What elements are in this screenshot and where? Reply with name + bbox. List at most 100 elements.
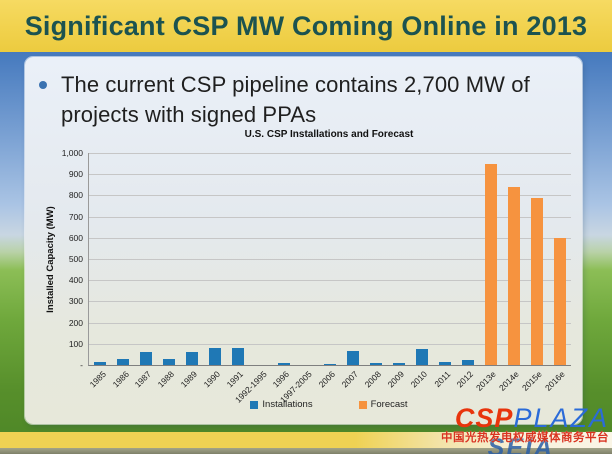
content-panel: The current CSP pipeline contains 2,700 … <box>25 57 582 424</box>
y-tick-label: 1,000 <box>61 148 83 158</box>
seia-logo: SEIA <box>487 434 554 454</box>
x-tick-label: 2010 <box>408 369 429 390</box>
plaza-logo-text: PLAZA <box>513 402 609 433</box>
category-slot-1986: 1986 <box>110 153 135 389</box>
category-slot-1992-1995: 1992-1995 <box>232 153 273 405</box>
x-tick-label: 2016e <box>542 369 567 393</box>
gridline <box>89 323 571 324</box>
bar-forecast-2014e <box>507 187 520 365</box>
legend-label-installations: Installations <box>262 399 313 410</box>
bar-forecast-2013e <box>484 164 497 365</box>
y-tick-label: 300 <box>68 296 83 306</box>
bar-installations-2007 <box>346 351 359 365</box>
bar-installations-1986 <box>117 359 130 365</box>
x-tick-label: 2015e <box>519 369 544 393</box>
bullet-row: The current CSP pipeline contains 2,700 … <box>35 70 565 130</box>
y-tick-label: 100 <box>68 339 83 349</box>
category-slot-1991: 1991 <box>225 153 250 389</box>
bar-installations-1991 <box>232 348 245 365</box>
y-tick-label: 400 <box>68 275 83 285</box>
y-tick-label: 200 <box>68 318 83 328</box>
slide-title: Significant CSP MW Coming Online in 2013 <box>24 10 588 41</box>
category-slot-1987: 1987 <box>133 153 158 389</box>
forecast-swatch-icon <box>358 400 367 409</box>
x-tick-label: 1985 <box>87 369 108 390</box>
x-tick-label: 2007 <box>339 369 361 390</box>
bar-installations-1996 <box>278 363 291 365</box>
bar-installations-2008 <box>369 363 382 365</box>
x-tick-label: 2006 <box>316 369 338 390</box>
y-tick-label: 900 <box>68 169 83 179</box>
category-slot-2010: 2010 <box>408 153 433 389</box>
gridline <box>89 153 571 154</box>
bullet-text: The current CSP pipeline contains 2,700 … <box>61 72 530 127</box>
watermark-tagline: 中国光热发电权威媒体商务平台 <box>441 431 609 444</box>
y-tick-label: 500 <box>68 254 83 264</box>
slide-title-bar: Significant CSP MW Coming Online in 2013 <box>0 0 612 52</box>
y-tick-label: - <box>80 360 83 370</box>
x-tick-label: 2013e <box>473 369 498 393</box>
bar-installations-1990 <box>209 348 222 365</box>
x-tick-label: 1991 <box>224 369 246 390</box>
category-slot-1996: 1996 <box>271 153 296 389</box>
chart-title: U.S. CSP Installations and Forecast <box>244 129 414 140</box>
bar-installations-1988 <box>163 359 176 365</box>
category-slot-2012: 2012 <box>454 153 479 389</box>
gridline <box>89 259 571 260</box>
gridline <box>89 174 571 175</box>
category-slot-1989: 1989 <box>179 153 204 389</box>
y-tick-label: 800 <box>68 190 83 200</box>
x-tick-label: 2011 <box>431 369 452 389</box>
category-slot-2008: 2008 <box>363 153 387 389</box>
category-slot-1988: 1988 <box>156 153 181 389</box>
legend-item-forecast: Forecast <box>358 399 408 410</box>
x-tick-label: 1986 <box>110 369 131 390</box>
bar-installations-2011 <box>438 362 451 365</box>
bar-installations-1987 <box>140 352 153 365</box>
category-slot-2007: 2007 <box>340 153 364 389</box>
x-tick-label: 2014e <box>496 369 521 393</box>
category-slot-2015e: 2015e <box>520 153 548 393</box>
x-tick-label: 1987 <box>133 369 154 390</box>
bar-installations-2006 <box>324 364 336 365</box>
bar-installations-1985 <box>94 362 107 365</box>
category-slot-2009: 2009 <box>385 153 410 389</box>
cspplaza-watermark: CSPPLAZA 中国光热发电权威媒体商务平台 <box>441 402 609 445</box>
legend-item-installations: Installations <box>250 399 313 410</box>
plot-area: 1,000 900 800 700 600 500 400 300 200 100-1985 198… <box>62 148 571 405</box>
category-slot-2006: 2006 <box>317 153 342 389</box>
x-tick-label: 1989 <box>178 369 200 390</box>
legend-label-forecast: Forecast <box>370 399 408 410</box>
category-slot-1990: 1990 <box>202 153 227 389</box>
gridline <box>89 344 571 345</box>
gridline <box>89 301 571 302</box>
x-tick-label: 2008 <box>362 369 383 390</box>
bar-installations-2010 <box>415 349 428 365</box>
csp-logo-text: CSP <box>454 402 514 433</box>
bar-installations-1989 <box>186 352 199 365</box>
bottom-yellow-strip <box>0 432 612 448</box>
chart-legend: Installations Forecast <box>88 399 570 410</box>
category-slot-1985: 1985 <box>87 153 112 389</box>
bullet-icon <box>39 81 47 89</box>
bar-installations-2009 <box>392 363 405 365</box>
x-tick-label: 2009 <box>385 369 406 390</box>
bar-forecast-2016e <box>553 238 566 365</box>
x-tick-label: 1990 <box>201 369 223 390</box>
y-tick-label: 700 <box>68 212 83 222</box>
installations-swatch-icon <box>250 400 259 409</box>
category-slot-1997-2005: 1997-2005 <box>278 153 319 405</box>
cspplaza-logo: CSPPLAZA <box>441 402 609 433</box>
x-tick-label: 1988 <box>155 369 177 390</box>
gridline <box>89 195 571 196</box>
bar-forecast-2015e <box>530 198 543 365</box>
category-slot-2014e: 2014e <box>497 153 525 393</box>
gridline <box>89 280 571 281</box>
gridline <box>89 217 571 218</box>
bar-installations-2012 <box>461 360 474 365</box>
bottom-olive-strip <box>0 448 612 454</box>
category-slot-2011: 2011 <box>432 153 456 389</box>
gridline <box>89 238 571 239</box>
category-slot-2013e: 2013e <box>474 153 502 393</box>
